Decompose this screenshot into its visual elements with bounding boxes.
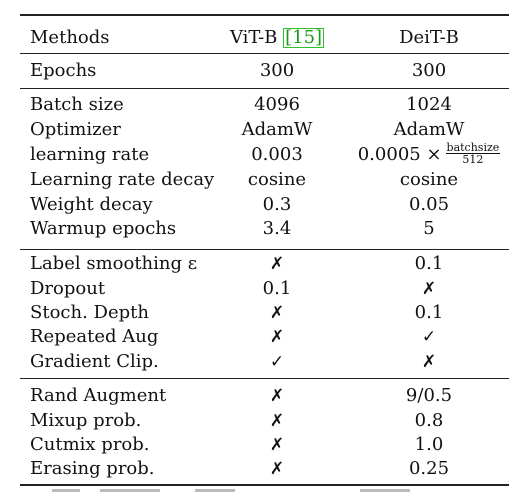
deit-value: 9/0.5 (405, 385, 453, 406)
row-label: Optimizer (30, 119, 121, 140)
row-label: Cutmix prob. (30, 434, 150, 455)
header-row: Methods ViT-B [15] DeiT-B (20, 26, 509, 50)
table-row: Learning rate decay cosine cosine (20, 168, 509, 192)
table-row: Mixup prob. ✗ 0.8 (20, 409, 509, 433)
vit-value: AdamW (241, 119, 313, 140)
cropped-text-fragment (100, 489, 160, 492)
vit-value: ✗ (269, 254, 285, 274)
header-vit: ViT-B [15] (205, 26, 349, 50)
table-row: Weight decay 0.3 0.05 (20, 193, 509, 217)
header-rule (20, 53, 509, 54)
deit-value: 5 (423, 218, 435, 239)
deit-value: 300 (411, 60, 447, 81)
vit-value: ✗ (269, 327, 285, 347)
table-row: Label smoothing ε ✗ 0.1 (20, 252, 509, 276)
epochs-row: Epochs 300 300 (20, 59, 509, 83)
section-rule (20, 378, 509, 379)
deit-value: cosine (399, 169, 459, 190)
fraction-numerator: batchsize (445, 140, 501, 154)
header-deit: DeiT-B (399, 27, 459, 48)
table-row: Batch size 4096 1024 (20, 93, 509, 117)
row-label: Weight decay (30, 194, 153, 215)
vit-value: ✗ (269, 459, 285, 479)
deit-value-text: 0.0005 × (357, 144, 442, 165)
vit-value: 0.003 (251, 144, 303, 165)
deit-value: 0.05 (408, 194, 450, 215)
row-label: learning rate (30, 144, 150, 165)
deit-value: 1.0 (414, 434, 444, 455)
row-label: Epochs (30, 60, 97, 81)
table-row: Gradient Clip. ✓ ✗ (20, 350, 509, 374)
row-label: Erasing prob. (30, 458, 155, 479)
deit-value: 0.8 (414, 410, 444, 431)
top-rule (20, 14, 509, 16)
table-row: Stoch. Depth ✗ 0.1 (20, 301, 509, 325)
table-row: Dropout 0.1 ✗ (20, 277, 509, 301)
table-row: Erasing prob. ✗ 0.25 (20, 457, 509, 481)
vit-value: ✗ (269, 303, 285, 323)
vit-value: 300 (259, 60, 295, 81)
table-row: Warmup epochs 3.4 5 (20, 217, 509, 241)
citation-link[interactable]: [15] (283, 27, 325, 48)
header-vit-label: ViT-B (229, 27, 284, 48)
deit-value: 0.0005 × batchsize 512 (349, 140, 509, 167)
row-label: Stoch. Depth (30, 302, 149, 323)
deit-value: ✗ (421, 279, 437, 299)
section-rule (20, 249, 509, 250)
row-label: Rand Augment (30, 385, 167, 406)
row-label: Label smoothing ε (30, 253, 198, 274)
vit-value: ✗ (269, 411, 285, 431)
vit-value: 4096 (254, 94, 300, 115)
header-methods: Methods (30, 27, 110, 48)
row-label: Warmup epochs (30, 218, 177, 239)
deit-value: 1024 (406, 94, 452, 115)
table-row: Repeated Aug ✗ ✓ (20, 325, 509, 349)
table-row: Optimizer AdamW AdamW (20, 118, 509, 142)
row-label: Gradient Clip. (30, 351, 159, 372)
row-label: Dropout (30, 278, 106, 299)
fraction: batchsize 512 (445, 140, 501, 166)
table-row: learning rate 0.003 0.0005 × batchsize 512 (20, 140, 509, 167)
vit-value: ✗ (269, 386, 285, 406)
fraction-denominator: 512 (462, 152, 484, 166)
vit-value: ✗ (269, 435, 285, 455)
cropped-text-fragment (360, 489, 410, 492)
vit-value: 0.1 (262, 278, 292, 299)
deit-value: ✗ (421, 352, 437, 372)
vit-value: 3.4 (262, 218, 292, 239)
vit-value: ✓ (269, 352, 285, 372)
cropped-text-fragment (195, 489, 235, 492)
deit-value: 0.25 (408, 458, 450, 479)
table-row: Rand Augment ✗ 9/0.5 (20, 384, 509, 408)
bottom-rule (20, 484, 509, 486)
deit-value: ✓ (421, 327, 437, 347)
deit-value: 0.1 (414, 253, 444, 274)
deit-value: AdamW (393, 119, 465, 140)
row-label: Batch size (30, 94, 124, 115)
deit-value: 0.1 (414, 302, 444, 323)
vit-value: 0.3 (262, 194, 292, 215)
row-label: Repeated Aug (30, 326, 159, 347)
row-label: Learning rate decay (30, 169, 215, 190)
row-label: Mixup prob. (30, 410, 142, 431)
cropped-text-fragment (52, 489, 80, 492)
vit-value: cosine (247, 169, 307, 190)
section-rule (20, 88, 509, 89)
table-row: Cutmix prob. ✗ 1.0 (20, 433, 509, 457)
